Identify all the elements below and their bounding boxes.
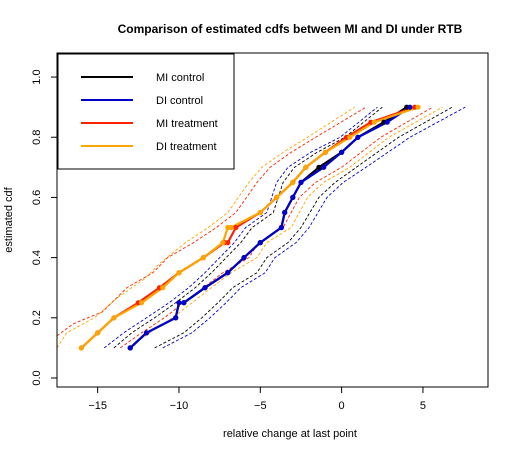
data-point-di-treatment: [139, 300, 145, 306]
data-point-di-treatment: [176, 270, 182, 276]
data-point-di-treatment: [290, 179, 296, 185]
data-point-di-control: [225, 270, 231, 276]
x-tick-label: 5: [420, 400, 426, 412]
y-tick-label: 0.2: [31, 310, 43, 325]
legend: MI control DI control MI treatment DI treat…: [57, 53, 235, 170]
data-point-di-control: [202, 285, 208, 291]
band-upper-mi-control: [113, 106, 383, 349]
y-axis-label: estimated cdf: [3, 186, 15, 252]
data-point-di-control: [321, 164, 327, 170]
data-point-di-treatment: [95, 330, 101, 336]
x-tick-label: −15: [88, 400, 107, 412]
axes: −15 −10 −5 0 5 0.0 0.2 0.4 0.6 0.8 1.0: [31, 52, 489, 412]
data-point-di-control: [181, 300, 187, 306]
data-point-di-control: [407, 104, 413, 110]
data-point-di-treatment: [220, 240, 226, 246]
data-point-di-treatment: [322, 149, 328, 155]
data-point-mi-treatment: [225, 240, 231, 246]
data-point-di-control: [278, 224, 284, 231]
x-tick-label: −5: [254, 400, 267, 412]
data-point-di-treatment: [257, 209, 263, 216]
data-point-di-treatment: [200, 255, 206, 261]
data-point-di-control: [282, 209, 288, 216]
data-point-di-control: [290, 194, 296, 200]
chart-title: Comparison of estimated cdfs between MI …: [118, 22, 463, 36]
data-point-mi-treatment: [233, 224, 239, 231]
band-lower-mi-control: [154, 106, 453, 349]
data-point-di-treatment: [303, 164, 309, 170]
data-point-di-control: [355, 134, 361, 140]
legend-entry-label: DI control: [156, 95, 203, 107]
legend-entry-label: MI control: [156, 72, 204, 84]
data-point-di-treatment: [228, 224, 234, 231]
data-point-di-control: [127, 345, 133, 351]
legend-box: [57, 53, 235, 170]
band-lower-mi-treatment: [120, 106, 433, 349]
data-point-di-control: [176, 300, 182, 306]
band-upper-di-treatment: [56, 106, 355, 349]
data-point-di-treatment: [274, 194, 280, 200]
data-point-di-treatment: [347, 134, 353, 140]
band-upper-di-control: [103, 106, 378, 349]
data-point-di-control: [143, 330, 150, 336]
data-point-di-treatment: [78, 345, 84, 351]
confidence-bands: [56, 106, 466, 349]
y-tick-label: 1.0: [31, 69, 43, 84]
data-point-di-treatment: [111, 315, 117, 321]
data-point-di-treatment: [371, 119, 377, 125]
x-axis-label: relative change at last point: [223, 428, 357, 440]
data-point-di-control: [339, 149, 345, 155]
y-tick-label: 0.4: [31, 250, 43, 265]
data-point-di-control: [257, 240, 263, 246]
data-point-di-control: [298, 179, 304, 185]
y-tick-label: 0.8: [31, 130, 43, 145]
x-tick-label: −10: [170, 400, 189, 412]
data-point-mi-control: [316, 164, 322, 170]
legend-entry-label: MI treatment: [156, 118, 218, 130]
data-point-di-control: [173, 315, 179, 321]
series-points: [78, 104, 421, 351]
data-point-di-treatment: [160, 285, 166, 291]
y-tick-label: 0.0: [31, 370, 43, 385]
band-lower-di-control: [162, 106, 466, 349]
x-tick-label: 0: [339, 400, 345, 412]
data-point-di-control: [384, 119, 390, 125]
data-point-di-control: [241, 255, 247, 261]
data-point-di-treatment: [415, 104, 421, 110]
y-tick-label: 0.6: [31, 190, 43, 205]
legend-entry-label: DI treatment: [156, 141, 217, 153]
